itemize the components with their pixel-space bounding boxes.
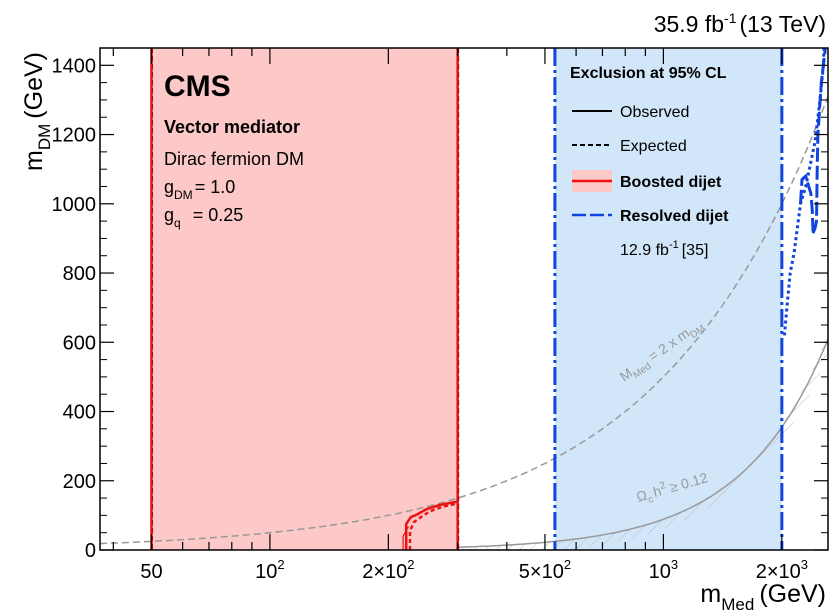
x-tick-label: 103 (649, 557, 678, 583)
plot-frame (99, 47, 829, 551)
legend: Exclusion at 95% CL Observed Expected Bo… (570, 65, 729, 259)
resolved-excluded-region (554, 48, 782, 550)
legend-resolved-label: Resolved dijet (620, 208, 729, 225)
x-tick-label: 2×102 (362, 557, 414, 583)
y-tick-label: 800 (63, 263, 96, 285)
resolved-expected-upper (782, 48, 826, 336)
model-line1: Vector mediator (164, 117, 300, 137)
model-coupling-gq: gq = 0.25 (164, 205, 243, 230)
lumi-label: 35.9 fb-1 (13 TeV) (654, 10, 826, 37)
resolved-observed-upper (811, 48, 827, 234)
legend-reference-label: 12.9 fb-1 [35] (620, 239, 708, 259)
kinematic-limit-line (100, 96, 828, 545)
y-tick-label: 200 (63, 471, 96, 493)
x-tick-label: 102 (255, 557, 284, 583)
x-tick-label: 5×102 (519, 557, 571, 583)
model-coupling-gdm: gDM = 1.0 (164, 177, 235, 202)
plot-area (100, 48, 828, 550)
legend-boosted-label: Boosted dijet (620, 174, 722, 191)
boosted-lowmass-band (402, 526, 410, 550)
legend-observed-label: Observed (620, 104, 689, 121)
y-tick-label: 600 (63, 332, 96, 354)
resolved-observed-spike (799, 173, 815, 232)
x-axis-label: mMed (GeV) (700, 580, 826, 612)
y-tick-label: 1200 (52, 125, 97, 147)
x-tick-label: 50 (140, 561, 162, 583)
legend-expected-label: Expected (620, 138, 687, 155)
legend-title: Exclusion at 95% CL (570, 65, 727, 82)
y-tick-label: 1400 (52, 55, 97, 77)
y-tick-label: 400 (63, 402, 96, 424)
y-tick-label: 1000 (52, 194, 97, 216)
cms-label: CMS (164, 70, 231, 103)
model-line2: Dirac fermion DM (164, 149, 304, 169)
relic-density-line (457, 338, 828, 548)
boosted-lowmass-observed (404, 500, 458, 550)
boosted-excluded-region (151, 48, 458, 550)
x-tick-label: 2×103 (756, 557, 808, 583)
boosted-lowmass-expected (408, 502, 458, 550)
y-axis-label: mDM(GeV) (20, 52, 54, 171)
y-tick-label: 0 (85, 540, 96, 562)
